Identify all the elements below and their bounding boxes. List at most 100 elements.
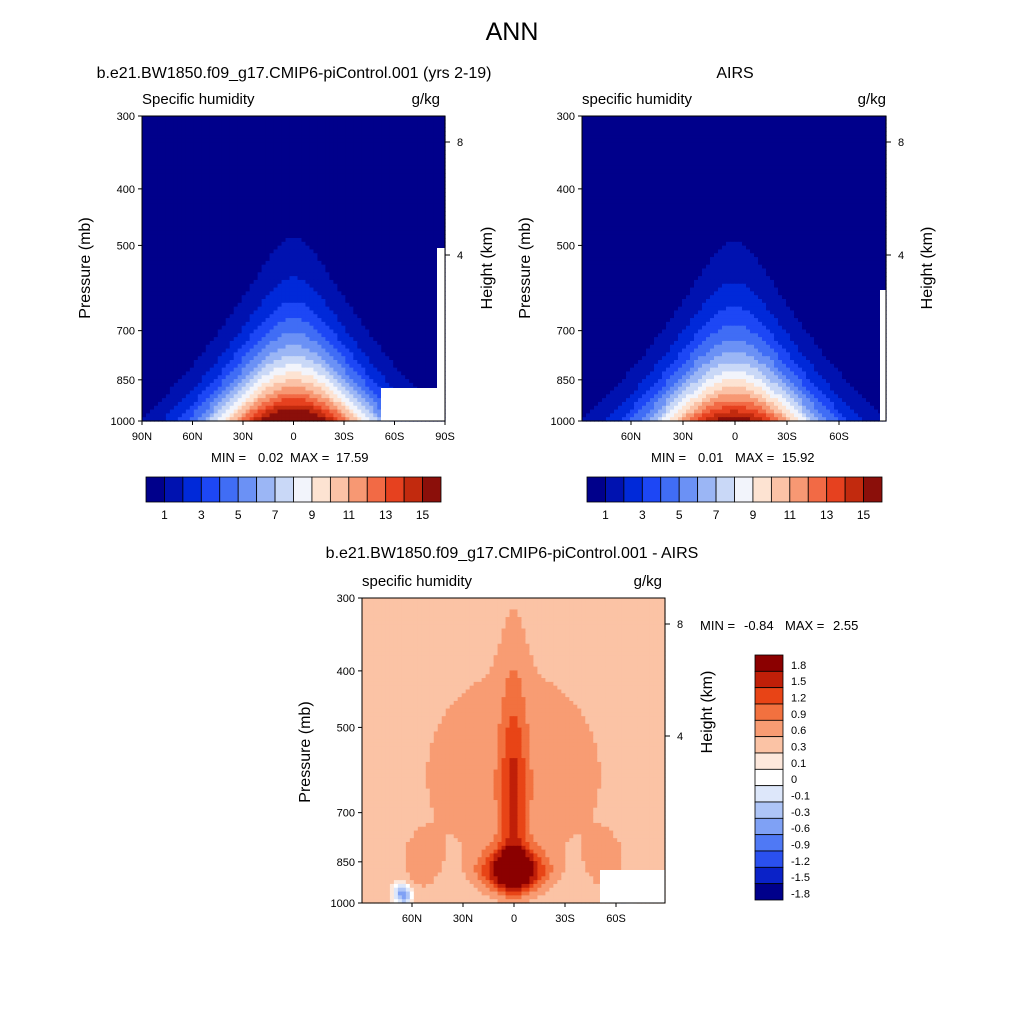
field-cell (353, 272, 358, 276)
field-cell (242, 333, 247, 337)
field-cell (365, 349, 370, 353)
field-cell (329, 185, 334, 189)
field-cell (433, 127, 438, 131)
field-cell (234, 310, 239, 314)
field-cell (182, 211, 187, 215)
field-cell (250, 349, 255, 353)
field-cell (190, 150, 195, 154)
field-cell (170, 223, 175, 227)
field-cell (381, 303, 386, 307)
field-cell (218, 208, 223, 212)
field-cell (198, 131, 203, 135)
field-cell (425, 147, 430, 151)
field-cell (286, 185, 291, 189)
field-cell (317, 242, 322, 246)
field-cell (158, 352, 163, 356)
field-cell (226, 147, 231, 151)
field-cell (238, 337, 243, 341)
field-cell (333, 364, 338, 368)
field-cell (321, 261, 326, 265)
field-cell (381, 169, 386, 173)
field-cell (150, 269, 155, 273)
field-cell (198, 330, 203, 334)
field-cell (166, 173, 171, 177)
field-cell (290, 349, 295, 353)
field-cell (286, 181, 291, 185)
field-cell (222, 314, 227, 318)
field-cell (142, 356, 147, 360)
field-cell (238, 242, 243, 246)
field-cell (357, 173, 362, 177)
field-cell (409, 330, 414, 334)
field-cell (401, 139, 406, 143)
field-cell (349, 337, 354, 341)
field-cell (194, 120, 199, 124)
field-cell (309, 280, 314, 284)
field-cell (150, 349, 155, 353)
field-cell (429, 322, 434, 326)
field-cell (290, 299, 295, 303)
field-cell (385, 284, 390, 288)
field-cell (266, 242, 271, 246)
field-cell (146, 337, 151, 341)
field-cell (381, 288, 386, 292)
field-cell (349, 322, 354, 326)
field-cell (329, 253, 334, 257)
field-cell (317, 318, 322, 322)
field-cell (270, 215, 275, 219)
field-cell (421, 280, 426, 284)
field-cell (317, 249, 322, 253)
field-cell (278, 276, 283, 280)
field-cell (341, 223, 346, 227)
field-cell (337, 349, 342, 353)
field-cell (357, 246, 362, 250)
field-cell (325, 166, 330, 170)
field-cell (329, 269, 334, 273)
field-cell (234, 269, 239, 273)
field-cell (170, 257, 175, 261)
field-cell (349, 295, 354, 299)
field-cell (301, 299, 306, 303)
field-cell (250, 341, 255, 345)
field-cell (421, 341, 426, 345)
field-cell (170, 284, 175, 288)
field-cell (401, 269, 406, 273)
field-cell (365, 143, 370, 147)
field-cell (309, 173, 314, 177)
field-cell (369, 196, 374, 200)
field-cell (178, 211, 183, 215)
field-cell (381, 284, 386, 288)
field-cell (437, 242, 442, 246)
field-cell (190, 261, 195, 265)
field-cell (325, 326, 330, 330)
field-cell (214, 185, 219, 189)
field-cell (258, 139, 263, 143)
field-cell (210, 219, 215, 223)
field-cell (210, 173, 215, 177)
field-cell (365, 147, 370, 151)
field-cell (345, 333, 350, 337)
field-cell (158, 230, 163, 234)
field-cell (413, 269, 418, 273)
field-cell (214, 295, 219, 299)
field-cell (174, 200, 179, 204)
field-cell (242, 181, 247, 185)
field-cell (353, 288, 358, 292)
field-cell (385, 333, 390, 337)
field-cell (154, 208, 159, 212)
field-cell (397, 269, 402, 273)
field-cell (266, 116, 271, 120)
field-cell (313, 200, 318, 204)
field-cell (405, 261, 410, 265)
field-cell (178, 303, 183, 307)
field-cell (234, 208, 239, 212)
field-cell (294, 150, 299, 154)
field-cell (309, 200, 314, 204)
field-cell (425, 253, 430, 257)
field-cell (297, 257, 302, 261)
field-cell (385, 249, 390, 253)
field-cell (222, 345, 227, 349)
field-cell (282, 360, 287, 364)
field-cell (206, 162, 211, 166)
field-cell (250, 204, 255, 208)
